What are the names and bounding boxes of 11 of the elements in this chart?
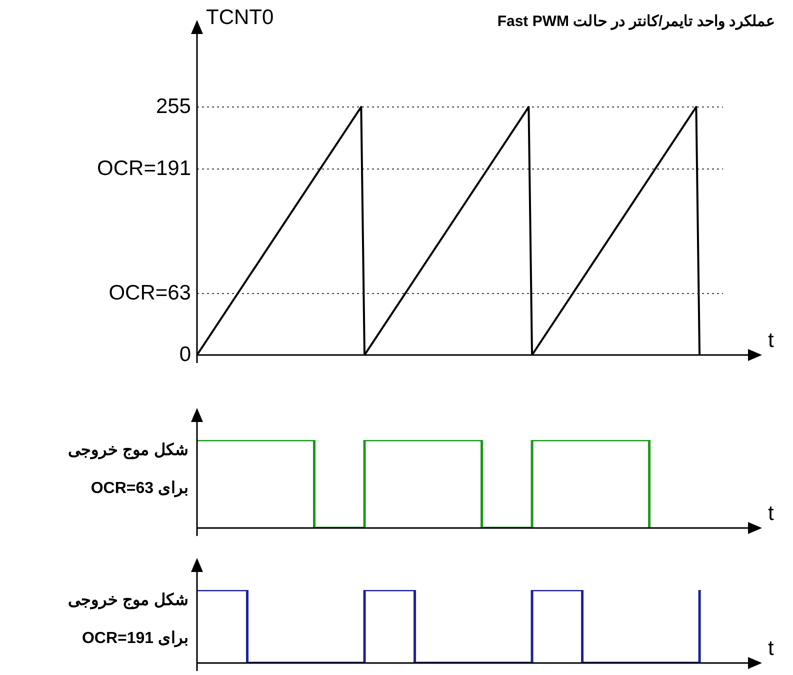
y-axis-title: TCNT0 xyxy=(206,6,274,30)
text: شکل موج خروجی برای OCR=63 xyxy=(68,442,188,497)
x-axis-title: t xyxy=(768,502,774,526)
text: شکل موج خروجی برای OCR=191 xyxy=(68,592,188,647)
y-tick-label: OCR=63 xyxy=(108,282,191,305)
x-axis-title: t xyxy=(768,329,774,353)
chart-title: عملکرد واحد تایمر/کانتر در حالت Fast PWM xyxy=(497,12,775,30)
x-axis-title: t xyxy=(768,637,774,661)
y-tick-label: 255 xyxy=(156,94,191,118)
y-tick-label: 0 xyxy=(179,342,191,366)
y-tick-label: OCR=191 xyxy=(97,157,191,180)
